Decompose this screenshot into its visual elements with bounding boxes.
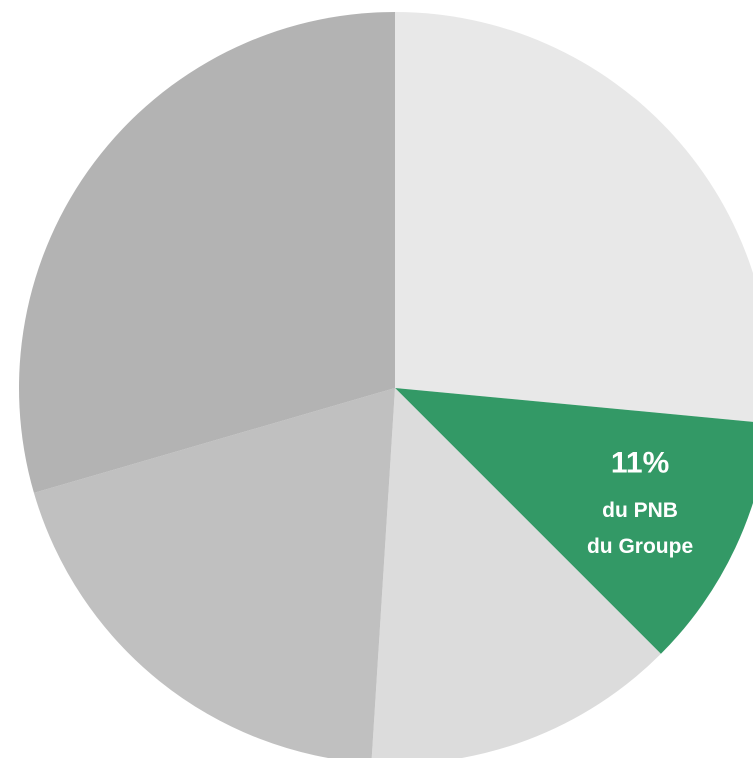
- pie-slice: [19, 12, 395, 493]
- pie-slice: [371, 388, 661, 758]
- pie-slice: [33, 388, 395, 758]
- annotation: du PNB: [602, 499, 678, 522]
- pie-slice: [395, 388, 753, 654]
- value-label: 11%: [611, 446, 669, 479]
- pie-slice: [395, 12, 753, 422]
- annotation: du Groupe: [587, 535, 693, 558]
